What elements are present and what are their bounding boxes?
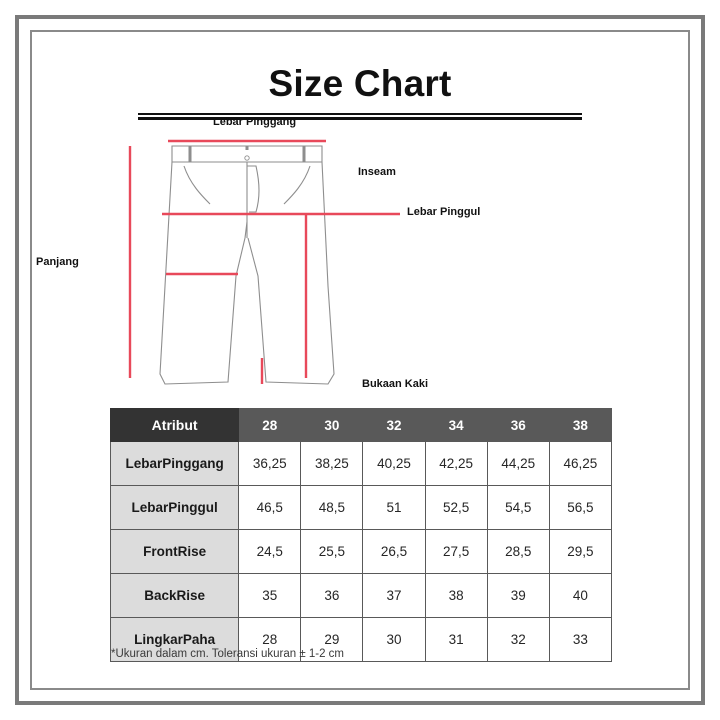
belt-loops bbox=[188, 146, 306, 162]
measurement-lines bbox=[128, 139, 400, 384]
cell-frontrise-38: 29,5 bbox=[548, 529, 613, 574]
diagram-label-lebar-pinggang: Lebar Pinggang bbox=[213, 116, 297, 128]
cell-frontrise-28: 24,5 bbox=[238, 529, 302, 574]
table-row: FrontRise 24,5 25,5 26,5 27,5 28,5 29,5 bbox=[109, 529, 613, 574]
title-divider-line-bottom bbox=[138, 117, 582, 120]
cell-lebarpinggang-38: 46,25 bbox=[548, 441, 613, 486]
cell-backrise-32: 37 bbox=[362, 573, 426, 618]
cell-lebarpinggang-30: 38,25 bbox=[300, 441, 364, 486]
cell-frontrise-32: 26,5 bbox=[362, 529, 426, 574]
cell-lebarpinggul-28: 46,5 bbox=[238, 485, 302, 530]
title-divider bbox=[138, 113, 582, 120]
cell-lebarpinggul-30: 48,5 bbox=[300, 485, 364, 530]
cell-lingkarpaha-32: 30 bbox=[362, 617, 426, 662]
pants-outline bbox=[159, 145, 335, 385]
cell-frontrise-36: 28,5 bbox=[486, 529, 550, 574]
column-header-size-38: 38 bbox=[548, 408, 613, 442]
column-header-size-36: 36 bbox=[486, 408, 550, 442]
measurement-footnote: *Ukuran dalam cm. Toleransi ukuran ± 1-2… bbox=[111, 648, 344, 660]
table-header-row: Atribut 28 30 32 34 36 38 bbox=[109, 408, 613, 442]
column-header-size-34: 34 bbox=[424, 408, 488, 442]
row-label-lingkarpaha: LingkarPaha bbox=[109, 617, 240, 662]
cell-backrise-38: 40 bbox=[548, 573, 613, 618]
table-row: LebarPinggul 46,5 48,5 51 52,5 54,5 56,5 bbox=[109, 485, 613, 530]
table-row: LingkarPaha 28 29 30 31 32 33 bbox=[109, 617, 613, 662]
page-title: Size Chart bbox=[268, 63, 452, 104]
outer-border-frame bbox=[15, 15, 705, 705]
cell-lingkarpaha-34: 31 bbox=[424, 617, 488, 662]
cell-lebarpinggul-32: 51 bbox=[362, 485, 426, 530]
cell-lingkarpaha-28: 28 bbox=[238, 617, 302, 662]
column-header-size-30: 30 bbox=[300, 408, 364, 442]
cell-lebarpinggang-28: 36,25 bbox=[238, 441, 302, 486]
diagram-label-lebar-pinggul: Lebar Pinggul bbox=[407, 206, 481, 218]
size-chart-table: Atribut 28 30 32 34 36 38 LebarPinggang … bbox=[109, 408, 613, 662]
column-header-size-28: 28 bbox=[238, 408, 302, 442]
cell-backrise-28: 35 bbox=[238, 573, 302, 618]
cell-frontrise-34: 27,5 bbox=[424, 529, 488, 574]
title-divider-line-top bbox=[138, 113, 582, 115]
pants-illustration-svg bbox=[128, 139, 400, 385]
cell-lebarpinggul-38: 56,5 bbox=[548, 485, 613, 530]
column-header-atribut: Atribut bbox=[109, 408, 240, 442]
pants-measurement-diagram: Lebar Pinggang Inseam Lebar Pinggul Panj… bbox=[36, 116, 610, 398]
row-label-frontrise: FrontRise bbox=[109, 529, 240, 574]
column-header-size-32: 32 bbox=[362, 408, 426, 442]
cell-lebarpinggang-34: 42,25 bbox=[424, 441, 488, 486]
cell-backrise-30: 36 bbox=[300, 573, 364, 618]
cell-lingkarpaha-38: 33 bbox=[548, 617, 613, 662]
inner-border-frame bbox=[30, 30, 690, 690]
cell-lingkarpaha-30: 29 bbox=[300, 617, 364, 662]
cell-backrise-36: 39 bbox=[486, 573, 550, 618]
cell-frontrise-30: 25,5 bbox=[300, 529, 364, 574]
row-label-backrise: BackRise bbox=[109, 573, 240, 618]
diagram-label-bukaan-kaki: Bukaan Kaki bbox=[362, 378, 429, 390]
table-row: BackRise 35 36 37 38 39 40 bbox=[109, 573, 613, 618]
cell-lebarpinggul-36: 54,5 bbox=[486, 485, 550, 530]
cell-lebarpinggang-36: 44,25 bbox=[486, 441, 550, 486]
cell-lebarpinggul-34: 52,5 bbox=[424, 485, 488, 530]
row-label-lebarpinggul: LebarPinggul bbox=[109, 485, 240, 530]
diagram-label-inseam: Inseam bbox=[358, 166, 396, 178]
row-label-lebarpinggang: LebarPinggang bbox=[109, 441, 240, 486]
fly-button-icon bbox=[244, 155, 250, 161]
cell-backrise-34: 38 bbox=[424, 573, 488, 618]
cell-lingkarpaha-36: 32 bbox=[486, 617, 550, 662]
table-row: LebarPinggang 36,25 38,25 40,25 42,25 44… bbox=[109, 441, 613, 486]
diagram-label-panjang: Panjang bbox=[36, 256, 79, 268]
cell-lebarpinggang-32: 40,25 bbox=[362, 441, 426, 486]
